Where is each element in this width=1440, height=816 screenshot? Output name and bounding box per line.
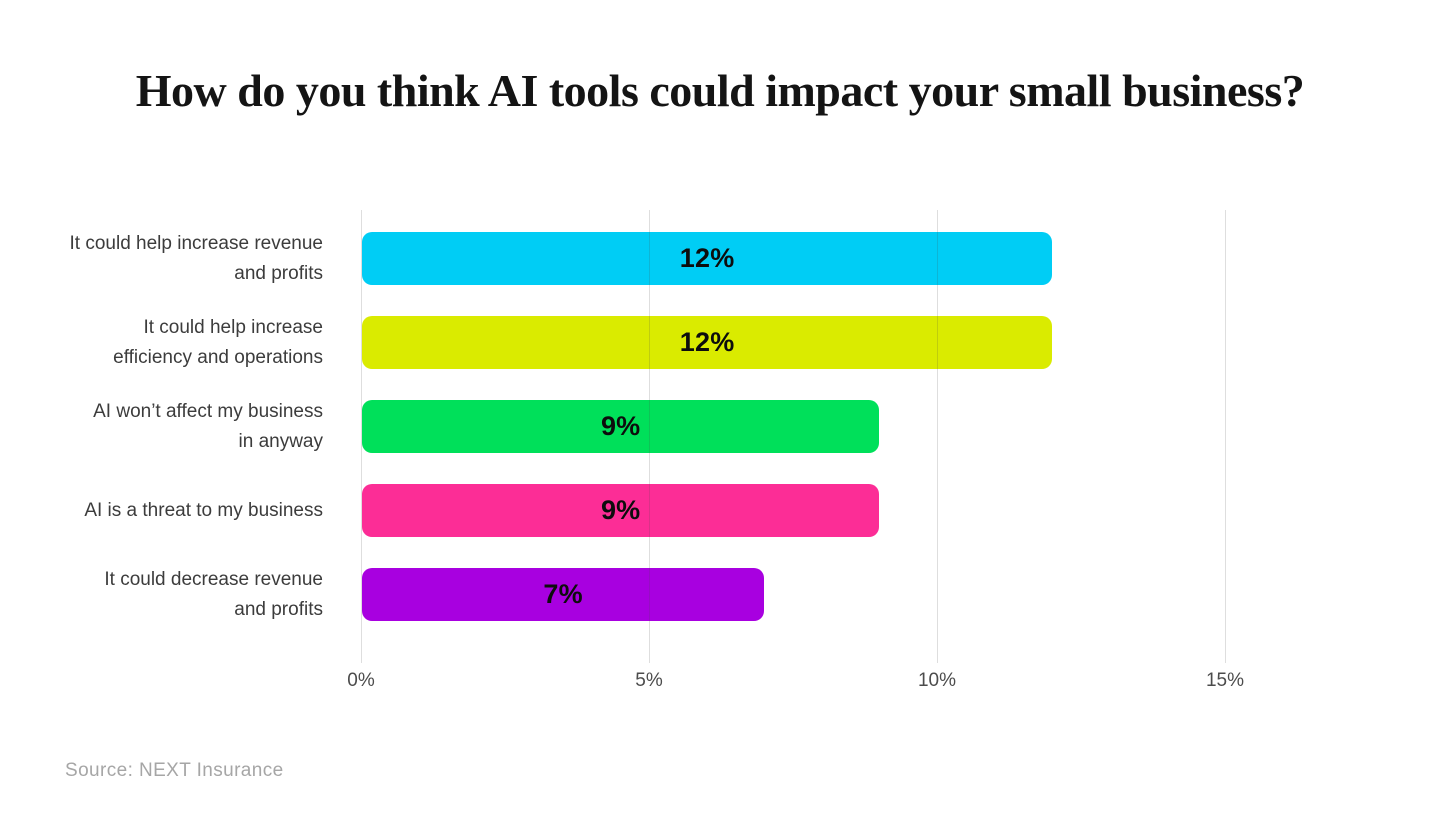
gridline (937, 210, 938, 663)
bar-value-label: 7% (543, 579, 583, 609)
bar: 7% (362, 568, 765, 621)
bar-value-label: 9% (600, 495, 641, 525)
bar: 9% (362, 484, 880, 537)
x-tick-label: 15% (1205, 670, 1245, 691)
category-label: It could help increase efficiency and op… (113, 316, 323, 368)
category-label: It could decrease revenue and profits (104, 568, 323, 620)
bar: 12% (362, 316, 1053, 369)
bar: 12% (362, 232, 1053, 285)
category-label: AI is a threat to my business (84, 499, 323, 521)
bar-value-label: 12% (679, 243, 735, 273)
source-note: Source: NEXT Insurance (65, 760, 284, 781)
gridline (361, 210, 362, 663)
bar: 9% (362, 400, 880, 453)
x-tick-label: 0% (347, 670, 375, 691)
bar-value-label: 12% (679, 327, 735, 357)
x-tick-label: 5% (635, 670, 663, 691)
gridline (1225, 210, 1226, 663)
category-label: AI won’t affect my business in anyway (93, 400, 323, 452)
chart-title: How do you think AI tools could impact y… (135, 65, 1305, 116)
gridline (649, 210, 650, 663)
category-label: It could help increase revenue and profi… (69, 232, 324, 284)
x-tick-label: 10% (917, 670, 957, 691)
bar-value-label: 9% (600, 411, 641, 441)
